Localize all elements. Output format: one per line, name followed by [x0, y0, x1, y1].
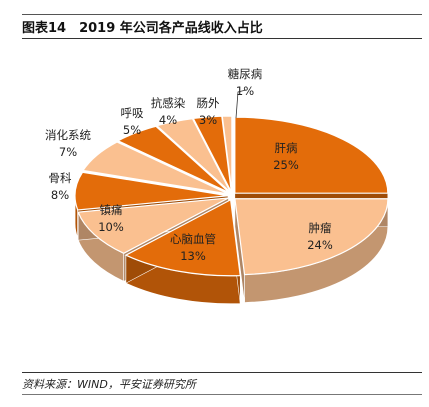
bottom-rule	[22, 372, 422, 373]
pie-top-layer	[74, 115, 389, 277]
leader-line-layer	[235, 89, 247, 119]
pie-slice-骨科	[74, 171, 229, 211]
title-rule	[22, 38, 422, 39]
label-value-3: 13%	[180, 249, 206, 263]
label-category-6: 消化系统	[45, 128, 91, 142]
label-category-1: 肝病	[275, 141, 298, 155]
label-category-9: 肠外	[197, 96, 220, 110]
label-value-1: 25%	[273, 158, 299, 172]
label-category-5: 骨科	[49, 171, 72, 185]
label-category-4: 镇痛	[100, 203, 123, 217]
pie-slice-呼吸	[116, 125, 230, 194]
label-category-3: 心脑血管	[170, 232, 216, 246]
label-category-8: 抗感染	[151, 96, 186, 110]
pie-chart: 肝病 25% 肿瘤 24% 心脑血管 13% 镇痛 10% 骨科 8% 消化系统 7% 呼吸 5% 抗感染 4…	[45, 67, 389, 305]
foot-rule	[22, 394, 422, 395]
pie-slice-镇痛	[77, 197, 229, 254]
label-value-6: 7%	[59, 145, 77, 159]
pie-slice-消化系统	[82, 141, 229, 195]
pie-slice-糖尿病	[221, 115, 233, 193]
label-value-10: 1%	[236, 84, 254, 98]
pie-slice-肿瘤	[234, 198, 389, 276]
pie-slice-心脑血管	[124, 198, 241, 277]
label-category-7: 呼吸	[121, 106, 144, 120]
pie-slice-抗感染	[155, 118, 232, 193]
label-layer: 肝病 25% 肿瘤 24% 心脑血管 13% 镇痛 10% 骨科 8% 消化系统 7% 呼吸 5% 抗感染 4…	[45, 67, 333, 263]
top-rule	[22, 14, 422, 15]
source-note: 资料来源：WIND，平安证券研究所	[22, 378, 196, 391]
label-value-5: 8%	[51, 188, 69, 202]
leader-line-10	[235, 89, 247, 119]
label-value-2: 24%	[307, 238, 333, 252]
label-value-7: 5%	[123, 123, 141, 137]
label-value-8: 4%	[159, 113, 177, 127]
label-category-10: 糖尿病	[228, 67, 263, 81]
label-value-9: 3%	[199, 113, 217, 127]
label-category-2: 肿瘤	[309, 221, 332, 235]
pie-slice-肝病	[234, 116, 389, 194]
figure-title: 图表14 2019 年公司各产品线收入占比	[22, 21, 263, 36]
label-value-4: 10%	[98, 220, 124, 234]
